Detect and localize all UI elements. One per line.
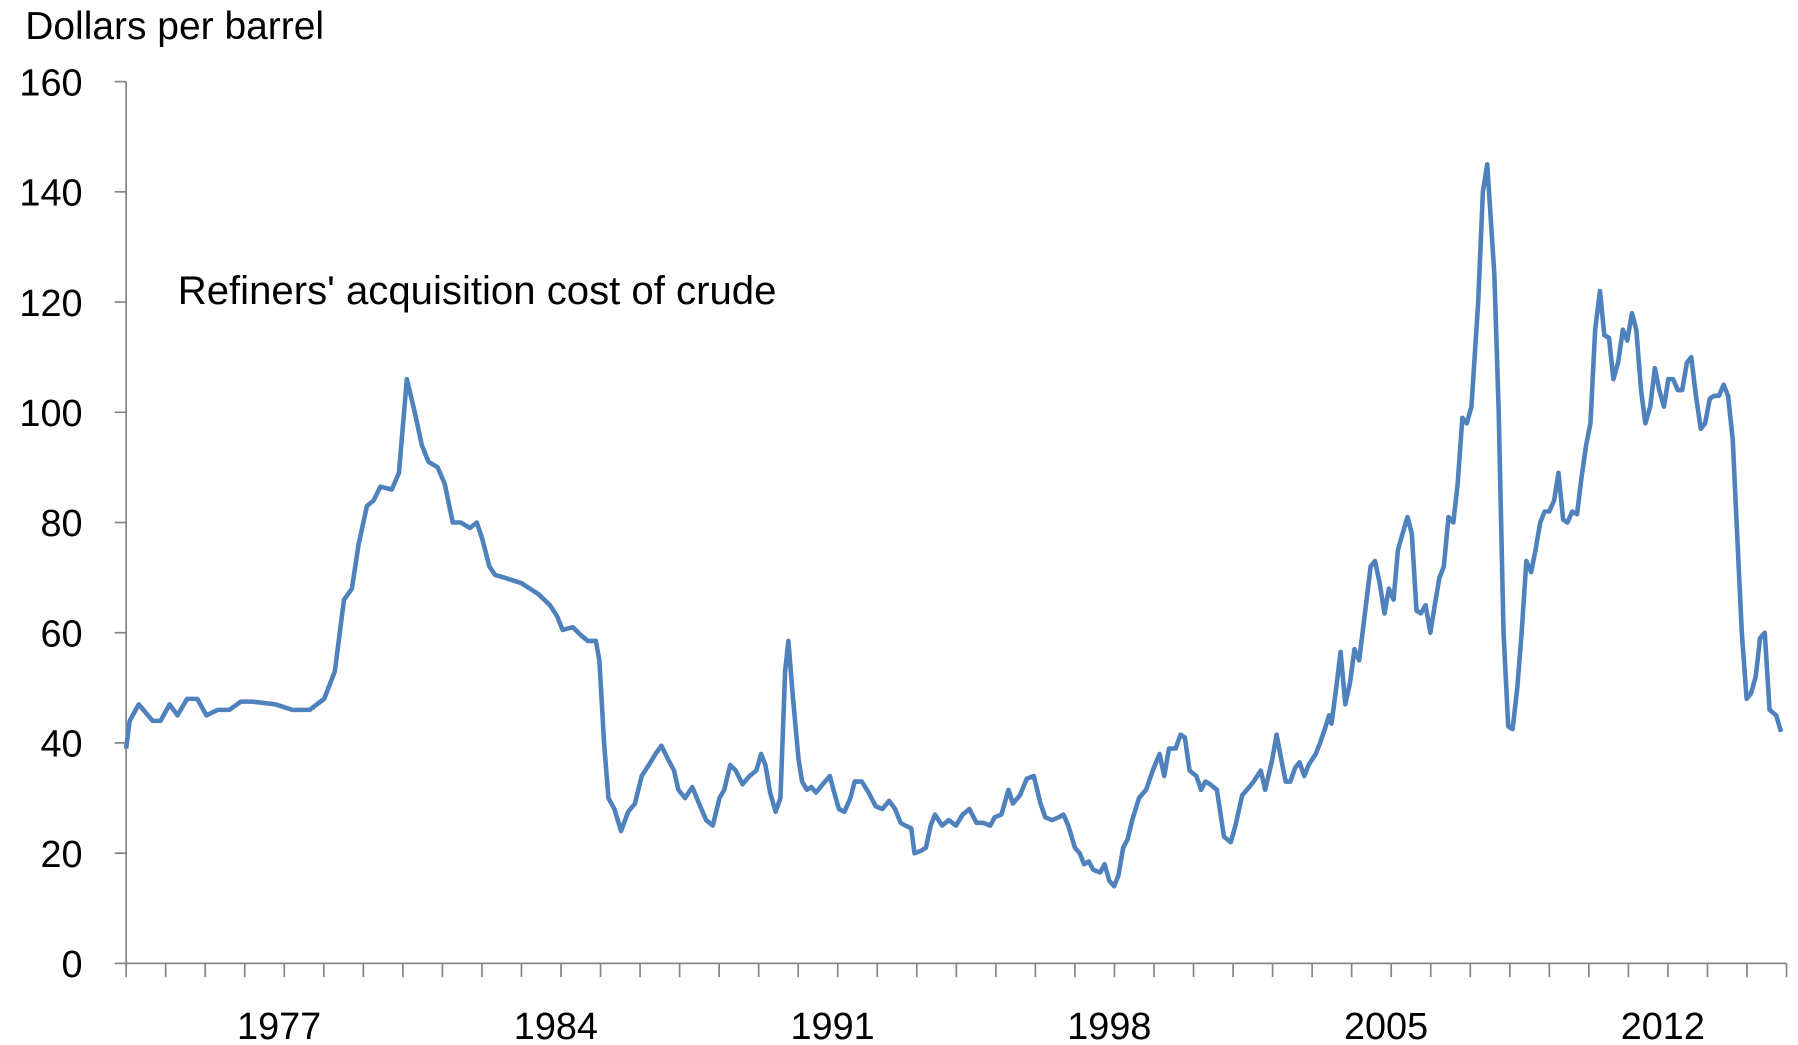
- x-tick-label: 1998: [1067, 1006, 1151, 1045]
- y-tick-label: 160: [19, 62, 82, 104]
- y-tick-label: 60: [40, 613, 82, 655]
- x-tick-label: 2005: [1344, 1006, 1428, 1045]
- x-tick-label: 2012: [1621, 1006, 1705, 1045]
- series-label: Refiners' acquisition cost of crude: [178, 268, 777, 313]
- y-tick-label: 80: [40, 503, 82, 545]
- y-tick-label: 0: [62, 944, 83, 986]
- y-axis-title: Dollars per barrel: [25, 5, 324, 48]
- x-tick-label: 1977: [237, 1006, 321, 1045]
- x-tick-label: 1991: [791, 1006, 875, 1045]
- series-line: [123, 161, 1784, 889]
- y-tick-label: 120: [19, 283, 82, 325]
- y-tick-label: 140: [19, 173, 82, 215]
- x-tick-label: 1984: [514, 1006, 598, 1045]
- y-tick-label: 40: [40, 724, 82, 766]
- y-tick-label: 20: [40, 834, 82, 876]
- y-tick-label: 100: [19, 393, 82, 435]
